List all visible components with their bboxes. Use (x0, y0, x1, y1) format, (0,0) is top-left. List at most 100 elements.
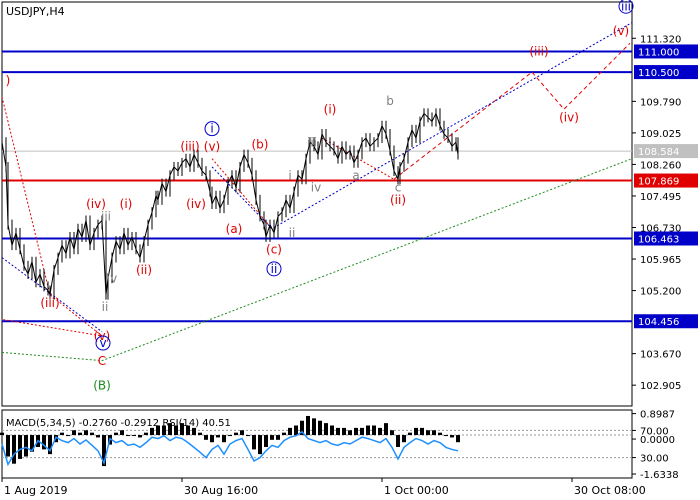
wave-label: (iv) (86, 197, 106, 211)
macd-histogram-bar (6, 435, 10, 457)
macd-histogram-bar (42, 435, 46, 450)
wave-label: i (288, 168, 291, 182)
current-price-badge (634, 144, 698, 159)
macd-histogram-bar (228, 435, 232, 437)
macd-histogram-bar (396, 435, 400, 447)
level-badge (634, 314, 698, 329)
indicator-tick-label: 0.8987 (640, 410, 675, 421)
macd-histogram-bar (432, 430, 436, 436)
macd-histogram-bar (300, 420, 304, 436)
macd-histogram-bar (408, 432, 412, 436)
x-tick-label: 30 Aug 16:00 (184, 484, 258, 497)
macd-histogram-bar (90, 432, 94, 436)
macd-histogram-bar (174, 425, 178, 436)
wave-label-circle (266, 261, 282, 277)
macd-histogram-bar (120, 430, 124, 436)
macd-histogram-bar (204, 435, 208, 440)
trend-line (1, 158, 633, 362)
macd-histogram-bar (72, 430, 76, 436)
level-label: 107.869 (638, 177, 679, 188)
wave-label: iv (311, 181, 321, 195)
price-tick-label: 111.320 (640, 34, 681, 45)
wave-label-circle (95, 335, 111, 351)
macd-histogram-bar (168, 423, 172, 436)
macd-histogram-bar (24, 435, 28, 457)
wave-label: b (386, 94, 394, 108)
price-line (1, 111, 459, 297)
wave-label: (iii) (529, 45, 548, 59)
wave-label: (i) (324, 102, 337, 116)
macd-histogram-bar (288, 427, 292, 436)
wave-label: ) (6, 73, 11, 87)
macd-histogram-bar (438, 432, 442, 436)
wave-label: iv (107, 271, 117, 285)
wave-label: i (210, 122, 213, 136)
macd-histogram-bar (330, 425, 334, 436)
wave-label: ii (271, 262, 278, 276)
wave-label: a (352, 168, 359, 182)
macd-histogram-bar (126, 435, 130, 437)
wave-label: iii (101, 209, 111, 223)
macd-histogram-bar (366, 425, 370, 436)
wave-label: (ii) (136, 263, 152, 277)
macd-histogram-bar (192, 427, 196, 436)
wave-label: (iii) (180, 139, 199, 153)
trend-line (1, 96, 104, 337)
level-label: 110.500 (638, 68, 679, 79)
price-tick-label: 105.200 (640, 287, 681, 298)
wave-label: (i) (120, 197, 133, 211)
macd-histogram-bar (336, 427, 340, 436)
wave-label: (ii) (390, 193, 406, 207)
macd-histogram-bar (354, 427, 358, 436)
wave-label: C (98, 354, 106, 368)
price-tick-label: 108.260 (640, 160, 681, 171)
wave-label: (v) (613, 24, 629, 38)
indicator-tick-label: -1.6338 (640, 470, 679, 481)
macd-histogram-bar (96, 435, 100, 438)
level-label: 106.463 (638, 235, 679, 246)
macd-histogram-bar (312, 418, 316, 436)
macd-histogram-bar (114, 432, 118, 436)
indicator-tick-label: 70.00 (640, 426, 669, 437)
wave-label: (v) (204, 139, 220, 153)
rsi-line (1, 430, 459, 467)
macd-histogram-bar (402, 435, 406, 443)
macd-histogram-bar (342, 427, 346, 436)
wave-label: c (395, 181, 402, 195)
trend-line (393, 42, 631, 180)
level-badge (634, 231, 698, 246)
level-badge (634, 65, 698, 80)
wave-label: (iv) (186, 197, 206, 211)
macd-histogram-bar (450, 435, 454, 438)
macd-histogram-bar (186, 425, 190, 436)
macd-histogram-bar (84, 430, 88, 436)
price-tick-label: 109.025 (640, 129, 681, 140)
wave-label: ii (102, 300, 109, 314)
price-tick-label: 109.790 (640, 97, 681, 108)
macd-histogram-bar (264, 435, 268, 447)
macd-histogram-bar (252, 435, 256, 450)
macd-histogram-bar (414, 427, 418, 436)
price-tick-label: 102.905 (640, 381, 681, 392)
wave-label-circle (618, 0, 634, 14)
level-label: 111.000 (638, 47, 679, 58)
macd-histogram-bar (306, 415, 310, 436)
macd-histogram-bar (156, 425, 160, 436)
macd-histogram-bar (198, 432, 202, 436)
macd-histogram-bar (444, 435, 448, 437)
macd-histogram-bar (48, 435, 52, 455)
macd-histogram-bar (456, 435, 460, 443)
macd-histogram-bar (162, 425, 166, 436)
wave-label: (a) (226, 222, 243, 236)
trend-line (211, 158, 273, 230)
macd-histogram-bar (276, 435, 280, 440)
x-tick-label: 30 Oct 08:00 (574, 484, 646, 497)
wave-label: (B) (93, 379, 111, 393)
wave-label: ii (289, 226, 296, 240)
macd-histogram-bar (384, 423, 388, 436)
price-tick-label: 103.670 (640, 350, 681, 361)
macd-histogram-bar (258, 435, 262, 455)
macd-histogram-bar (138, 435, 142, 438)
macd-histogram-bar (282, 432, 286, 436)
